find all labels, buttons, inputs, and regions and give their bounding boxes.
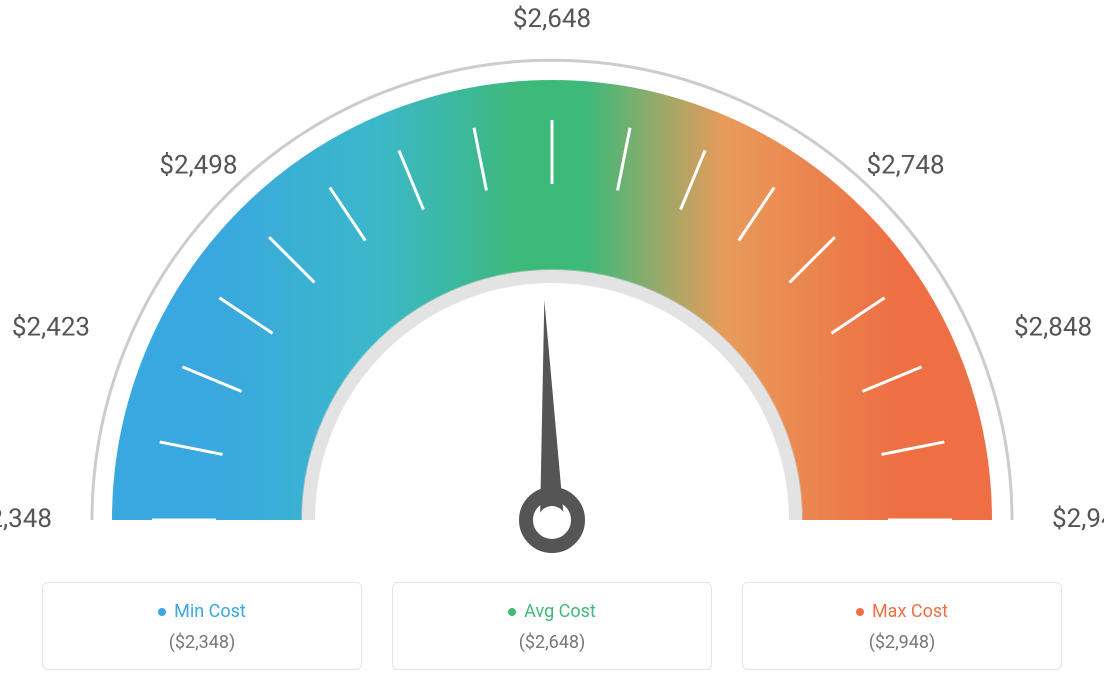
legend-label-max: Max Cost [872, 601, 948, 622]
svg-text:$2,848: $2,848 [1014, 313, 1092, 343]
gauge-container: $2,348 $2,423 $2,498 $2,648 $2,748 $2,848 $2,9… [0, 0, 1104, 560]
legend-dot-avg [508, 608, 516, 616]
legend-dot-max [856, 608, 864, 616]
legend-value-avg: ($2,648) [393, 632, 711, 653]
legend-value-min: ($2,348) [43, 632, 361, 653]
legend-title-max: Max Cost [856, 601, 948, 622]
svg-text:$2,498: $2,498 [159, 150, 237, 180]
legend-value-max: ($2,948) [743, 632, 1061, 653]
legend-label-min: Min Cost [174, 601, 246, 622]
legend-card-avg: Avg Cost ($2,648) [392, 582, 712, 671]
svg-text:$2,948: $2,948 [1052, 504, 1104, 534]
gauge-chart: $2,348 $2,423 $2,498 $2,648 $2,748 $2,848 $2,9… [0, 0, 1104, 560]
legend-title-min: Min Cost [158, 601, 246, 622]
svg-text:$2,423: $2,423 [12, 313, 90, 343]
legend-label-avg: Avg Cost [524, 601, 596, 622]
svg-text:$2,748: $2,748 [866, 150, 944, 180]
legend-row: Min Cost ($2,348) Avg Cost ($2,648) Max … [0, 582, 1104, 671]
legend-dot-min [158, 608, 166, 616]
legend-card-min: Min Cost ($2,348) [42, 582, 362, 671]
legend-card-max: Max Cost ($2,948) [742, 582, 1062, 671]
svg-text:$2,348: $2,348 [0, 504, 52, 534]
svg-text:$2,648: $2,648 [513, 4, 591, 34]
legend-title-avg: Avg Cost [508, 601, 596, 622]
